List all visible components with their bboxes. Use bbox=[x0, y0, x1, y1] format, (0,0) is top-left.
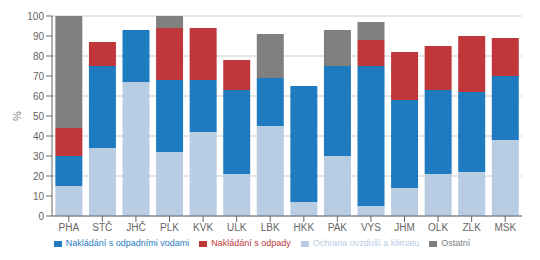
svg-text:50: 50 bbox=[33, 111, 45, 122]
svg-text:JHČ: JHČ bbox=[126, 221, 145, 233]
svg-text:ULK: ULK bbox=[227, 222, 247, 233]
svg-text:60: 60 bbox=[33, 91, 45, 102]
svg-text:VYS: VYS bbox=[361, 222, 381, 233]
svg-text:KVK: KVK bbox=[193, 222, 213, 233]
svg-text:STČ: STČ bbox=[92, 221, 112, 233]
svg-text:MSK: MSK bbox=[494, 222, 516, 233]
svg-text:80: 80 bbox=[33, 51, 45, 62]
html-text:Nakládání s odpadními vodami: Nakládání s odpadními vodami bbox=[65, 238, 190, 248]
svg-text:%: % bbox=[11, 111, 23, 121]
html-text:Ochrana ovzduší a klimatu: Ochrana ovzduší a klimatu bbox=[312, 238, 420, 248]
svg-text:HKK: HKK bbox=[294, 222, 315, 233]
svg-text:40: 40 bbox=[33, 131, 45, 142]
svg-text:30: 30 bbox=[33, 151, 45, 162]
svg-text:PHA: PHA bbox=[59, 222, 80, 233]
svg-text:90: 90 bbox=[33, 31, 45, 42]
svg-text:20: 20 bbox=[33, 171, 45, 182]
svg-text:LBK: LBK bbox=[261, 222, 280, 233]
html-text:Ostatní: Ostatní bbox=[441, 238, 471, 248]
html-text:Nakládání s odpady: Nakládání s odpady bbox=[211, 238, 291, 248]
svg-text:100: 100 bbox=[27, 11, 44, 22]
svg-text:70: 70 bbox=[33, 71, 45, 82]
svg-text:0: 0 bbox=[38, 211, 44, 222]
svg-text:JHM: JHM bbox=[394, 222, 415, 233]
svg-text:OLK: OLK bbox=[428, 222, 448, 233]
svg-text:10: 10 bbox=[33, 191, 45, 202]
svg-text:PAK: PAK bbox=[328, 222, 348, 233]
svg-text:PLK: PLK bbox=[160, 222, 179, 233]
svg-text:ZLK: ZLK bbox=[462, 222, 481, 233]
